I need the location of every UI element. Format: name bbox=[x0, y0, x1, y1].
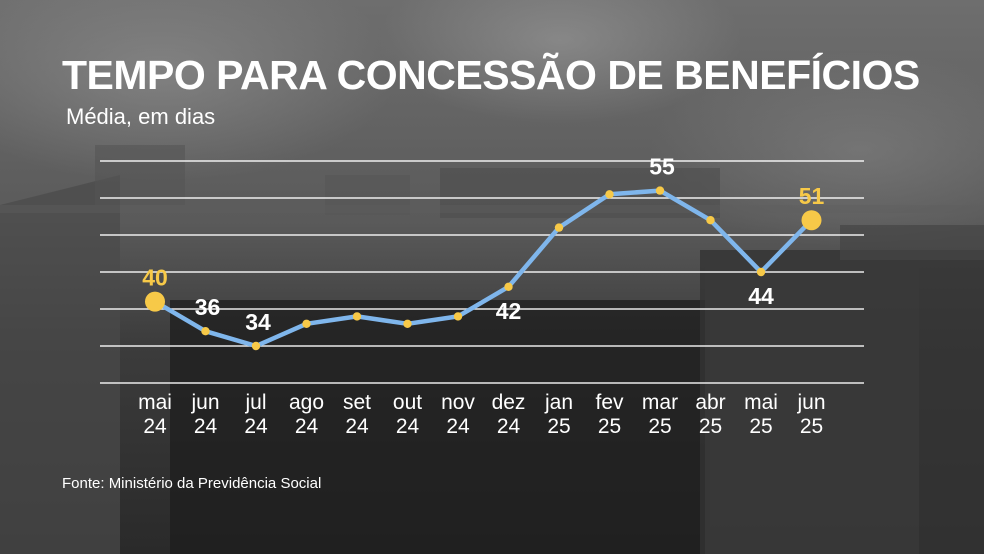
x-tick-label-month: out bbox=[393, 391, 422, 414]
x-tick-label-month: ago bbox=[289, 391, 324, 414]
data-label: 34 bbox=[245, 309, 271, 335]
series-line bbox=[152, 188, 814, 349]
x-tick-label-year: 25 bbox=[648, 415, 671, 438]
x-tick-label-year: 24 bbox=[345, 415, 369, 438]
gridlines bbox=[100, 160, 864, 384]
data-label: 42 bbox=[496, 298, 522, 324]
data-label: 55 bbox=[649, 154, 675, 180]
x-tick-label-year: 24 bbox=[244, 415, 268, 438]
x-tick-label-year: 24 bbox=[396, 415, 420, 438]
data-label: 44 bbox=[748, 283, 774, 309]
data-point bbox=[554, 223, 564, 232]
x-tick-label-year: 25 bbox=[598, 415, 621, 438]
chart-subtitle: Média, em dias bbox=[66, 104, 216, 129]
x-tick-label-month: mar bbox=[642, 391, 678, 414]
x-tick-label-year: 24 bbox=[143, 415, 167, 438]
data-point bbox=[706, 216, 715, 225]
x-tick-label-year: 25 bbox=[547, 415, 570, 438]
x-tick-label-month: mai bbox=[138, 391, 172, 414]
x-tick-label-month: fev bbox=[595, 391, 624, 414]
x-axis: mai24jun24jul24ago24set24out24nov24dez24… bbox=[138, 391, 825, 438]
x-tick-label-month: abr bbox=[695, 391, 725, 414]
x-tick-label-month: set bbox=[343, 391, 371, 414]
data-point bbox=[756, 267, 766, 277]
data-label: 36 bbox=[195, 294, 221, 320]
highlight-point bbox=[145, 291, 165, 312]
source-note: Fonte: Ministério da Previdência Social bbox=[62, 475, 322, 492]
x-tick-label-month: jan bbox=[544, 391, 573, 414]
x-tick-label-year: 25 bbox=[749, 415, 772, 438]
data-point bbox=[655, 186, 665, 195]
chart-title: TEMPO PARA CONCESSÃO DE BENEFÍCIOS bbox=[62, 52, 920, 98]
x-tick-label-month: dez bbox=[492, 391, 526, 414]
x-tick-label-year: 24 bbox=[446, 415, 470, 438]
x-tick-label-year: 24 bbox=[497, 415, 521, 438]
data-point bbox=[605, 190, 614, 199]
data-label: 51 bbox=[799, 183, 825, 209]
x-tick-label-month: jul bbox=[244, 391, 266, 414]
x-tick-label-month: mai bbox=[744, 391, 778, 414]
data-point bbox=[504, 282, 513, 291]
data-point bbox=[302, 319, 311, 328]
data-point bbox=[352, 312, 362, 321]
x-tick-label-month: jun bbox=[796, 391, 825, 414]
x-tick-label-month: jun bbox=[190, 391, 219, 414]
highlight-point bbox=[801, 210, 822, 231]
data-point bbox=[201, 327, 210, 336]
x-tick-label-month: nov bbox=[441, 391, 475, 414]
data-label: 40 bbox=[142, 265, 168, 291]
data-point bbox=[251, 341, 261, 351]
data-point bbox=[453, 312, 463, 321]
x-tick-label-year: 24 bbox=[194, 415, 218, 438]
x-tick-label-year: 24 bbox=[295, 415, 319, 438]
x-tick-label-year: 25 bbox=[800, 415, 823, 438]
x-tick-label-year: 25 bbox=[699, 415, 722, 438]
data-point bbox=[403, 319, 412, 328]
